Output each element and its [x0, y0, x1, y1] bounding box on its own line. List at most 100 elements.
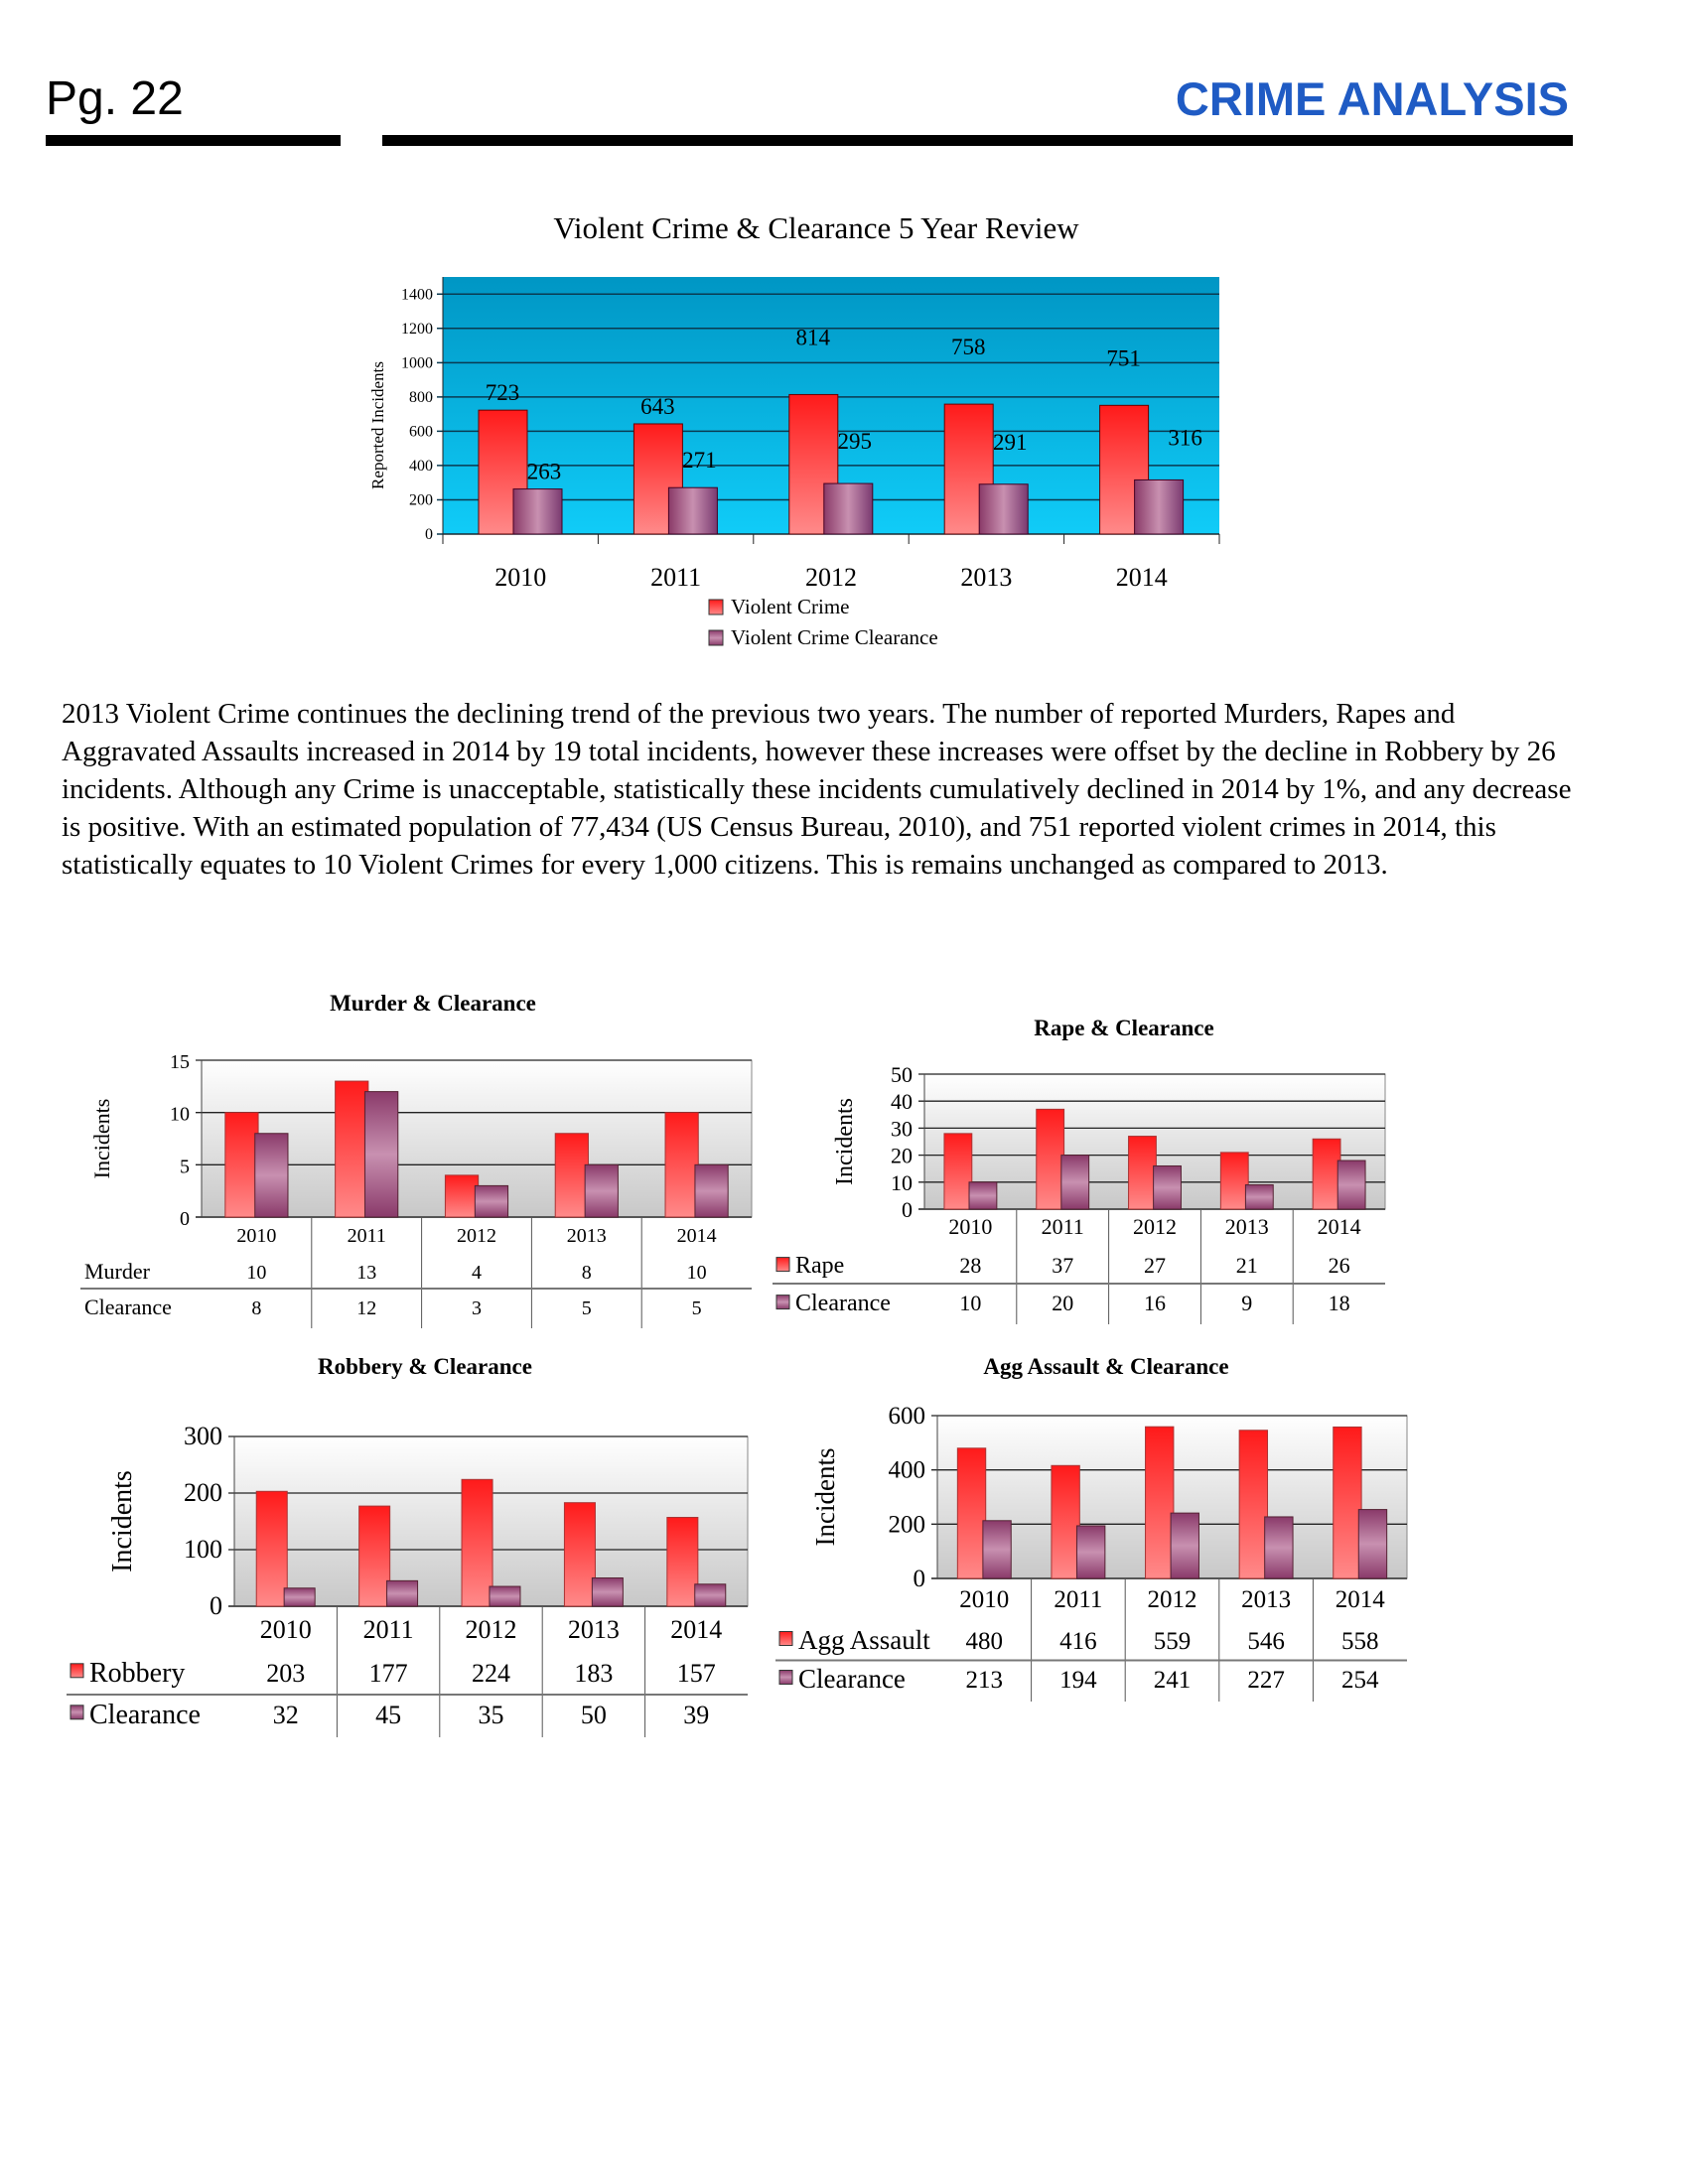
bar-murder [335, 1080, 369, 1218]
chart-title: Violent Crime & Clearance 5 Year Review [553, 210, 1079, 245]
bar-clearance [1264, 1516, 1294, 1579]
bar-murder [554, 1133, 589, 1218]
x-tick-label: 2010 [236, 1225, 276, 1247]
y-tick-label: 200 [184, 1478, 222, 1507]
table-row-label: Robbery [89, 1658, 185, 1689]
table-cell: 10 [959, 1291, 981, 1315]
bar-clearance [1244, 1184, 1274, 1210]
x-tick-label: 2011 [363, 1615, 414, 1644]
table-cell: 18 [1329, 1291, 1350, 1315]
table-cell: 10 [246, 1262, 266, 1284]
table-cell: 480 [966, 1628, 1004, 1655]
x-tick-label: 2010 [959, 1586, 1009, 1613]
legend-swatch [70, 1663, 84, 1679]
table-cell: 183 [574, 1659, 613, 1688]
y-tick-label: 30 [891, 1116, 913, 1141]
table-cell: 21 [1236, 1253, 1258, 1278]
y-tick-label: 0 [425, 526, 433, 543]
summary-paragraph: 2013 Violent Crime continues the declini… [62, 698, 1572, 881]
data-label: 263 [527, 460, 562, 484]
bar-rape [1312, 1138, 1341, 1210]
x-tick-label: 2012 [1148, 1586, 1197, 1613]
table-cell: 194 [1059, 1667, 1097, 1694]
x-tick-label: 2013 [960, 563, 1012, 592]
bar-clearance [1075, 1525, 1106, 1579]
table-cell: 3 [472, 1297, 482, 1319]
table-cell: 32 [273, 1701, 299, 1729]
y-tick-label: 1000 [401, 354, 433, 371]
table-row-label: Clearance [84, 1295, 172, 1319]
data-label: 271 [682, 448, 717, 473]
table-cell: 8 [582, 1262, 592, 1284]
x-tick-label: 2014 [1336, 1586, 1386, 1613]
x-tick-label: 2013 [1225, 1214, 1269, 1239]
y-tick-label: 400 [409, 458, 433, 475]
data-label: 295 [838, 429, 873, 454]
bar-clearance [591, 1577, 624, 1607]
legend-swatch [708, 599, 724, 615]
x-tick-label: 2012 [805, 563, 857, 592]
bar-robbery [461, 1478, 493, 1607]
table-cell: 4 [472, 1262, 482, 1284]
legend-swatch [778, 1670, 793, 1685]
legend-label: Violent Crime [731, 595, 849, 618]
table-cell: 26 [1329, 1253, 1350, 1278]
page-number: Pg. 22 [46, 72, 184, 125]
bar-clearance [1170, 1512, 1199, 1579]
x-tick-label: 2010 [948, 1214, 992, 1239]
table-cell: 10 [687, 1262, 707, 1284]
x-tick-label: 2012 [466, 1615, 517, 1644]
table-cell: 16 [1144, 1291, 1166, 1315]
bar-clearance [254, 1133, 289, 1218]
y-tick-label: 20 [891, 1144, 913, 1168]
y-tick-label: 1400 [401, 286, 433, 303]
y-axis-label: Incidents [810, 1448, 840, 1547]
table-cell: 27 [1144, 1253, 1166, 1278]
y-tick-label: 200 [889, 1511, 926, 1538]
bar-clearance [694, 1163, 729, 1218]
bar-agg-assault [1238, 1430, 1269, 1579]
y-tick-label: 10 [891, 1170, 913, 1195]
y-tick-label: 800 [409, 389, 433, 406]
table-cell: 50 [581, 1701, 607, 1729]
bar-clearance [489, 1585, 521, 1607]
table-cell: 558 [1341, 1628, 1379, 1655]
y-axis-label: Incidents [107, 1470, 138, 1572]
table-cell: 416 [1059, 1628, 1097, 1655]
x-tick-label: 2014 [1116, 563, 1168, 592]
bar-clearance [364, 1091, 399, 1218]
bar-murder [444, 1174, 480, 1218]
bar-violent-crime-clearance [667, 486, 718, 535]
table-cell: 5 [582, 1297, 592, 1319]
data-label: 751 [1106, 345, 1141, 370]
x-tick-label: 2011 [1054, 1586, 1102, 1613]
header-rule-left [46, 135, 341, 146]
legend-swatch [70, 1705, 84, 1720]
bar-rape [1219, 1152, 1249, 1210]
table-cell: 203 [266, 1659, 305, 1688]
table-cell: 8 [251, 1297, 261, 1319]
bar-agg-assault [956, 1447, 987, 1579]
table-cell: 35 [479, 1701, 504, 1729]
table-row-label: Clearance [795, 1291, 891, 1316]
table-row-label: Agg Assault [798, 1625, 930, 1655]
table-cell: 241 [1154, 1667, 1192, 1694]
x-tick-label: 2013 [568, 1615, 620, 1644]
bar-clearance [1153, 1164, 1182, 1210]
bar-clearance [283, 1587, 316, 1607]
table-cell: 227 [1247, 1667, 1285, 1694]
bar-clearance [694, 1583, 727, 1607]
table-row-label: Rape [795, 1253, 844, 1279]
bar-rape [1036, 1108, 1065, 1210]
bar-agg-assault [1333, 1426, 1362, 1579]
y-tick-label: 100 [184, 1535, 222, 1564]
x-tick-label: 2011 [348, 1225, 386, 1247]
chart-title: Agg Assault & Clearance [983, 1354, 1228, 1379]
y-tick-label: 50 [891, 1062, 913, 1087]
bar-agg-assault [1051, 1464, 1080, 1579]
y-tick-label: 600 [889, 1403, 926, 1430]
data-label: 291 [993, 430, 1028, 455]
bar-murder [224, 1112, 259, 1218]
table-cell: 5 [692, 1297, 702, 1319]
table-cell: 12 [356, 1297, 376, 1319]
